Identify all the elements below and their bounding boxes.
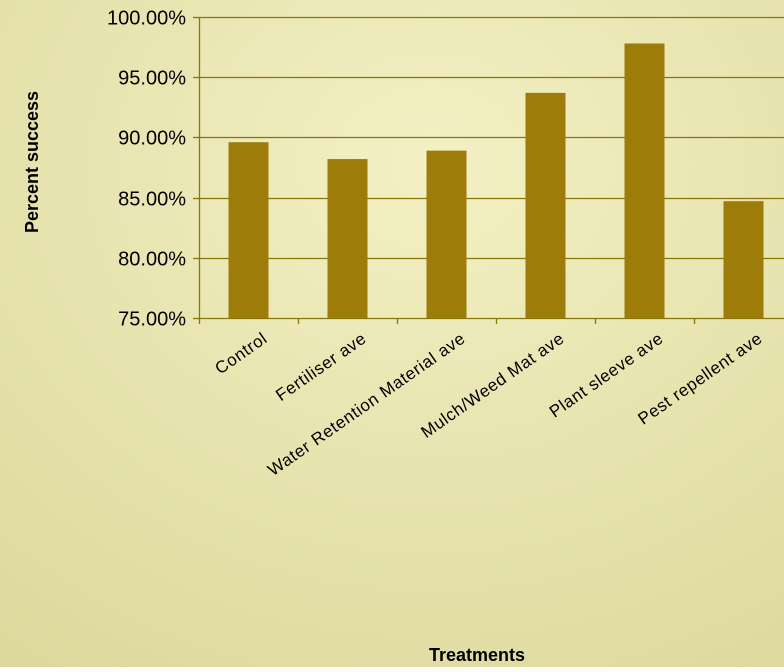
bar	[525, 92, 566, 319]
y-tick-label: 80.00%	[118, 249, 186, 271]
axes	[193, 16, 784, 324]
y-tick-label: 75.00%	[118, 309, 186, 331]
y-axis-label: Percent success	[22, 91, 42, 233]
bar	[624, 43, 665, 318]
x-axis-label: Treatments	[429, 645, 525, 665]
bar	[327, 159, 368, 318]
y-tick-labels: 75.00% 80.00% 85.00% 90.00% 95.00% 100.00%	[107, 8, 186, 331]
bars	[228, 43, 764, 319]
y-tick-label: 95.00%	[118, 68, 186, 90]
bar	[723, 201, 764, 318]
gridlines	[199, 16, 784, 260]
y-tick-label: 90.00%	[118, 128, 186, 150]
y-tick-label: 85.00%	[118, 189, 186, 211]
bar	[426, 150, 467, 318]
bar	[228, 142, 269, 318]
y-tick-label: 100.00%	[107, 8, 186, 30]
